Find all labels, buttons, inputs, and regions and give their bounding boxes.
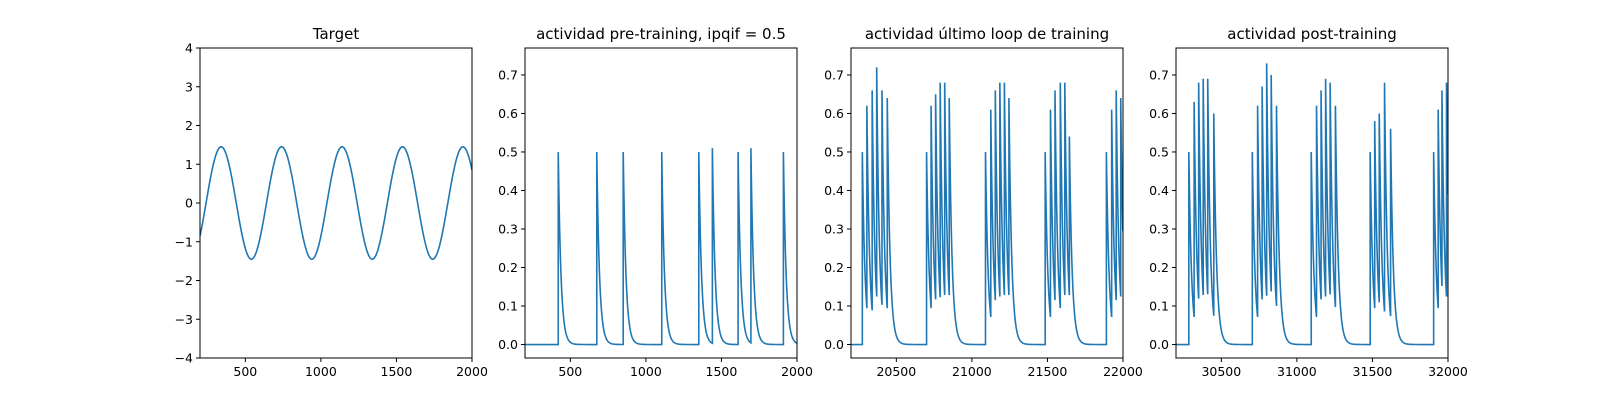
subplot-1: Target 500 1000 1500 2000 −4 −3 −2 −1 0 1 2 3 4 xyxy=(175,25,488,379)
axes-frame xyxy=(524,47,798,359)
x-tick-label: 500 xyxy=(558,364,582,379)
x-tick-label: 500 xyxy=(233,364,257,379)
y-tick-label: 0.1 xyxy=(824,299,844,314)
subplot-4: actividad post-training 30500 31000 31500 32… xyxy=(1149,25,1468,379)
series-line xyxy=(1176,63,1448,346)
y-tick-label: 0.6 xyxy=(498,106,518,121)
y-tick-label: −3 xyxy=(175,312,193,327)
y-tick-label: 0.6 xyxy=(1149,106,1169,121)
y-tick-label: 0.0 xyxy=(824,337,844,352)
y-tick-label: 4 xyxy=(185,41,193,56)
y-tick-label: −4 xyxy=(175,351,193,366)
subplot-2: actividad pre-training, ipqif = 0.5 500 10… xyxy=(498,25,813,379)
x-tick-label: 1000 xyxy=(305,364,337,379)
y-tick-label: 0 xyxy=(185,196,193,211)
y-tick-label: 0.5 xyxy=(498,144,518,159)
series-line xyxy=(200,146,472,260)
x-tick-label: 1500 xyxy=(706,364,738,379)
x-tick-label: 22000 xyxy=(1103,364,1143,379)
y-tick-label: 0.2 xyxy=(824,260,844,275)
axes-frame xyxy=(850,47,1124,359)
chart-title: actividad pre-training, ipqif = 0.5 xyxy=(536,25,786,43)
y-tick-label: 1 xyxy=(185,157,193,172)
x-tick-label: 32000 xyxy=(1428,364,1468,379)
x-tick-label: 2000 xyxy=(456,364,488,379)
y-tick-label: 0.4 xyxy=(498,183,518,198)
y-tick-label: 0.3 xyxy=(1149,221,1169,236)
x-tick-label: 20500 xyxy=(876,364,916,379)
chart-title: actividad último loop de training xyxy=(865,25,1109,43)
series-line xyxy=(851,67,1123,346)
x-tick-label: 31500 xyxy=(1353,364,1393,379)
y-tick-label: 0.0 xyxy=(1149,337,1169,352)
series-line xyxy=(525,148,797,346)
y-tick-label: 0.5 xyxy=(824,144,844,159)
y-tick-label: 0.2 xyxy=(498,260,518,275)
y-tick-label: 0.4 xyxy=(1149,183,1169,198)
y-tick-label: 2 xyxy=(185,118,193,133)
y-tick-label: 3 xyxy=(185,79,193,94)
axes-frame xyxy=(1175,47,1449,359)
x-tick-label: 2000 xyxy=(781,364,813,379)
y-tick-label: 0.3 xyxy=(824,221,844,236)
x-tick-label: 21500 xyxy=(1028,364,1068,379)
y-tick-label: 0.6 xyxy=(824,106,844,121)
x-tick-label: 31000 xyxy=(1277,364,1317,379)
x-tick-label: 1500 xyxy=(381,364,413,379)
subplot-3: actividad último loop de training 20500 21… xyxy=(824,25,1143,379)
y-tick-label: 0.1 xyxy=(1149,299,1169,314)
y-tick-label: −2 xyxy=(175,273,193,288)
x-tick-label: 21000 xyxy=(952,364,992,379)
x-tick-label: 30500 xyxy=(1201,364,1241,379)
y-tick-label: 0.7 xyxy=(824,67,844,82)
chart-title: actividad post-training xyxy=(1227,25,1396,43)
y-tick-label: 0.2 xyxy=(1149,260,1169,275)
y-tick-label: 0.7 xyxy=(498,67,518,82)
y-tick-label: −1 xyxy=(175,234,193,249)
chart-title: Target xyxy=(312,25,360,43)
y-tick-label: 0.0 xyxy=(498,337,518,352)
y-tick-label: 0.7 xyxy=(1149,67,1169,82)
y-tick-label: 0.1 xyxy=(498,299,518,314)
y-tick-label: 0.3 xyxy=(498,221,518,236)
y-tick-label: 0.4 xyxy=(824,183,844,198)
x-tick-label: 1000 xyxy=(630,364,662,379)
y-tick-label: 0.5 xyxy=(1149,144,1169,159)
